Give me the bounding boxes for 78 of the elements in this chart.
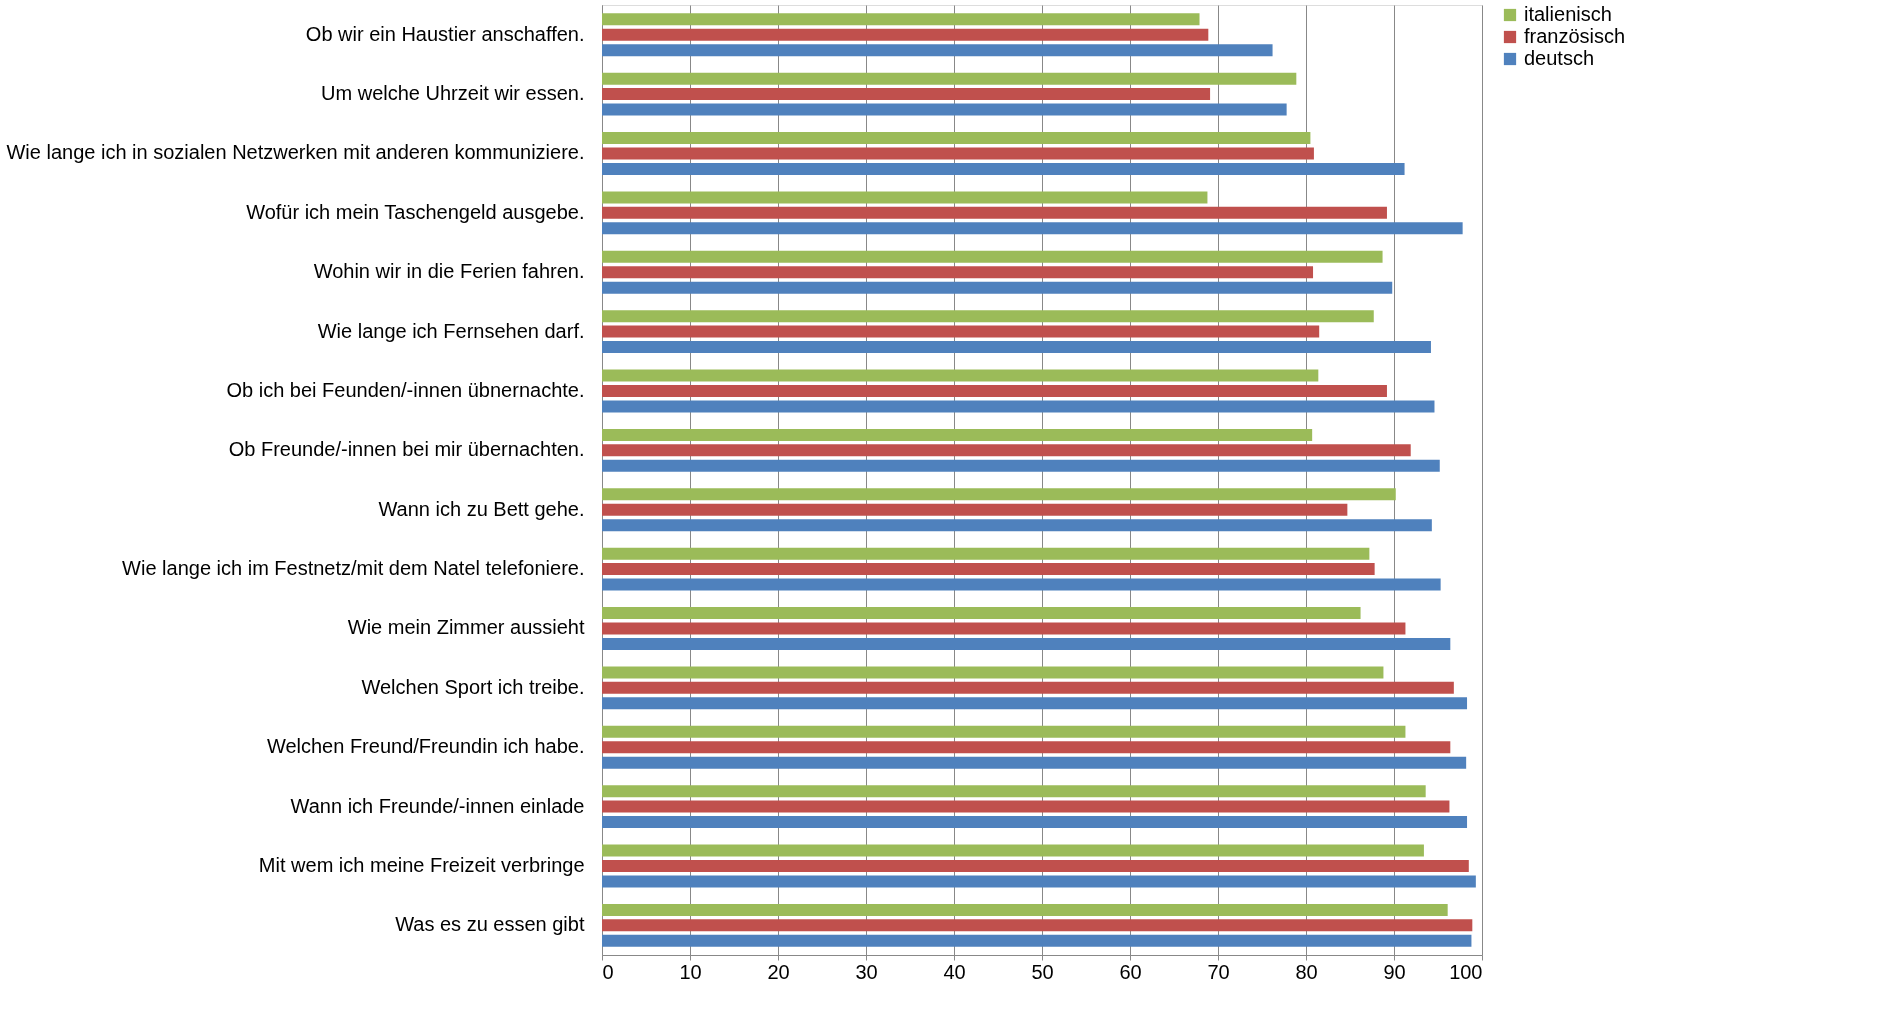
y-tick-label: Wie lange ich in sozialen Netzwerken mit anderen kommuniziere. — [6, 141, 585, 164]
bar — [602, 859, 1469, 872]
bar — [602, 13, 1200, 26]
bar — [602, 503, 1348, 516]
y-tick-label: Um welche Uhrzeit wir essen. — [321, 82, 585, 105]
bar — [602, 222, 1463, 235]
bar — [602, 816, 1468, 828]
y-tick-label: Wann ich Freunde/-innen einlade — [290, 794, 585, 817]
y-tick-label: Wohin wir in die Ferien fahren. — [313, 260, 585, 283]
bar — [602, 103, 1287, 116]
bar — [602, 488, 1396, 501]
x-tick-label: 80 — [1295, 960, 1318, 983]
x-tick-label: 0 — [602, 960, 614, 983]
y-tick-label: Ob ich bei Feunden/-innen übnernachte. — [226, 378, 585, 401]
bar — [602, 132, 1311, 144]
bar — [602, 459, 1440, 472]
bar — [602, 725, 1406, 738]
bar — [602, 428, 1313, 441]
x-tick-label: 60 — [1119, 960, 1142, 983]
bar — [602, 697, 1468, 710]
bar — [602, 919, 1473, 932]
x-tick-label: 100 — [1449, 960, 1483, 983]
bar — [602, 384, 1387, 397]
y-tick-label: Ob wir ein Haustier anschaffen. — [305, 22, 585, 45]
legend-label: französisch — [1524, 25, 1626, 47]
bar — [602, 72, 1297, 85]
bar — [602, 281, 1393, 294]
bar — [602, 563, 1375, 576]
legend-label: deutsch — [1524, 47, 1595, 69]
bar — [602, 741, 1451, 754]
y-tick-label: Wie lange ich Fernsehen darf. — [317, 319, 585, 342]
bar — [602, 903, 1448, 916]
x-tick-label: 70 — [1207, 960, 1230, 983]
x-tick-label: 40 — [943, 960, 966, 983]
bar — [602, 147, 1314, 160]
bar — [602, 444, 1411, 457]
y-tick-label: Wofür ich mein Taschengeld ausgebe. — [246, 200, 585, 223]
bar — [602, 578, 1441, 591]
y-tick-label: Wie lange ich im Festnetz/mit dem Natel telefoniere. — [122, 557, 585, 580]
y-tick-label: Welchen Freund/Freundin ich habe. — [266, 735, 585, 758]
bar — [602, 785, 1426, 798]
x-tick-label: 90 — [1383, 960, 1406, 983]
y-tick-label: Was es zu essen gibt — [395, 913, 585, 936]
bar — [602, 28, 1209, 41]
bar — [602, 547, 1370, 560]
bar — [602, 681, 1454, 694]
bar — [602, 266, 1314, 279]
x-tick-label: 50 — [1031, 960, 1054, 983]
bar — [602, 341, 1431, 353]
bar — [602, 400, 1435, 413]
x-tick-label: 10 — [679, 960, 702, 983]
bar — [602, 934, 1472, 947]
y-tick-label: Wie mein Zimmer aussieht — [347, 616, 585, 639]
bar — [602, 637, 1451, 650]
bar — [602, 844, 1424, 857]
bar — [602, 250, 1383, 263]
bar — [602, 800, 1450, 813]
bar — [602, 88, 1211, 101]
bar — [602, 206, 1387, 219]
bar — [602, 191, 1208, 204]
bar — [602, 369, 1319, 382]
bar — [602, 622, 1406, 635]
legend-label: italienisch — [1524, 3, 1612, 25]
bar — [602, 875, 1476, 888]
bar — [602, 666, 1384, 679]
bar — [602, 607, 1361, 619]
x-tick-label: 30 — [855, 960, 878, 983]
y-tick-label: Welchen Sport ich treibe. — [361, 675, 585, 698]
y-tick-label: Ob Freunde/-innen bei mir übernachten. — [228, 438, 585, 461]
bar — [602, 44, 1273, 57]
y-tick-label: Mit wem ich meine Freizeit verbringe — [258, 853, 585, 876]
bar — [602, 162, 1405, 175]
y-tick-label: Wann ich zu Bett gehe. — [378, 497, 585, 520]
bar — [602, 310, 1374, 323]
x-tick-label: 20 — [767, 960, 790, 983]
bar — [602, 325, 1320, 338]
bar — [602, 756, 1467, 769]
bar — [602, 519, 1432, 532]
